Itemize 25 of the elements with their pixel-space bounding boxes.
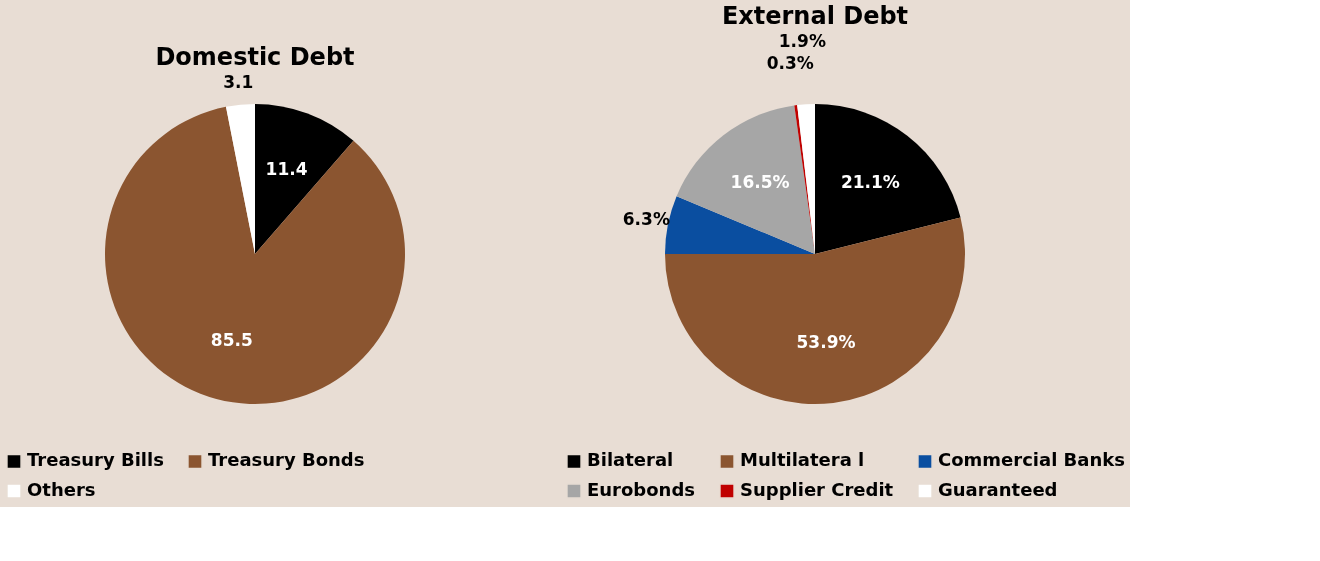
legend-label: Commercial Banks <box>938 449 1125 471</box>
pie-slice <box>225 104 255 254</box>
legend-label: Supplier Credit <box>740 479 894 500</box>
legend-label: Eurobonds <box>587 479 696 500</box>
legend-label: Bilateral <box>587 449 674 471</box>
chart-title: External Debt <box>721 2 909 31</box>
legend-label: Multilatera l <box>740 449 865 471</box>
legend-label: Guaranteed <box>938 479 1058 500</box>
data-label: 21.1% <box>840 172 900 193</box>
data-label: 0.3% <box>766 52 814 73</box>
data-label: 1.9% <box>778 31 826 52</box>
data-label: 6.3% <box>622 209 670 230</box>
pie-slice <box>255 104 354 254</box>
data-label: 3.1 <box>223 71 254 92</box>
pie-slice <box>105 106 405 404</box>
pie-slice <box>815 104 961 254</box>
data-label: 11.4 <box>265 158 308 179</box>
data-label: 85.5 <box>210 329 253 350</box>
legend-label: Others <box>27 479 96 500</box>
data-label: 16.5% <box>730 171 790 192</box>
pie-slice <box>676 105 815 254</box>
legend-label: Treasury Bills <box>27 449 164 471</box>
data-label: 53.9% <box>796 332 856 353</box>
legend-label: Treasury Bonds <box>208 449 365 471</box>
chart-title: Domestic Debt <box>155 42 355 71</box>
